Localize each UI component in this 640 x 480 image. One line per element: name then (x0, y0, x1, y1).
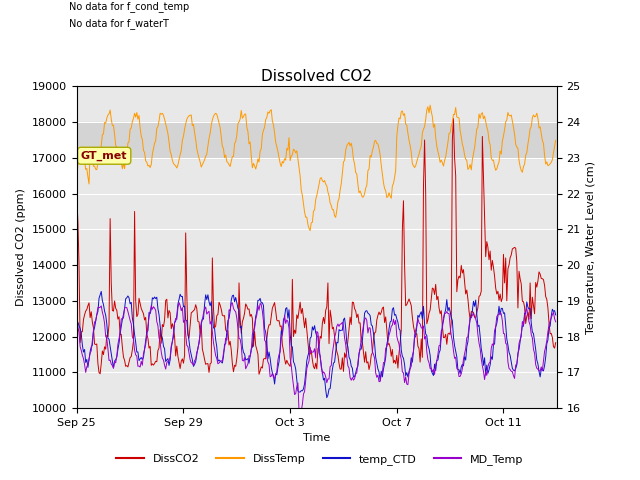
Title: Dissolved CO2: Dissolved CO2 (261, 69, 372, 84)
Legend: DissCO2, DissTemp, temp_CTD, MD_Temp: DissCO2, DissTemp, temp_CTD, MD_Temp (112, 450, 528, 469)
Y-axis label: Dissolved CO2 (ppm): Dissolved CO2 (ppm) (17, 188, 26, 306)
Bar (77, 122, 557, 158)
X-axis label: Time: Time (303, 433, 330, 443)
Text: No data for f_cond_temp: No data for f_cond_temp (69, 1, 189, 12)
Y-axis label: Temperature, Water Level (cm): Temperature, Water Level (cm) (586, 161, 596, 334)
Text: GT_met: GT_met (81, 151, 127, 161)
Text: No data for f_waterT: No data for f_waterT (69, 18, 169, 29)
